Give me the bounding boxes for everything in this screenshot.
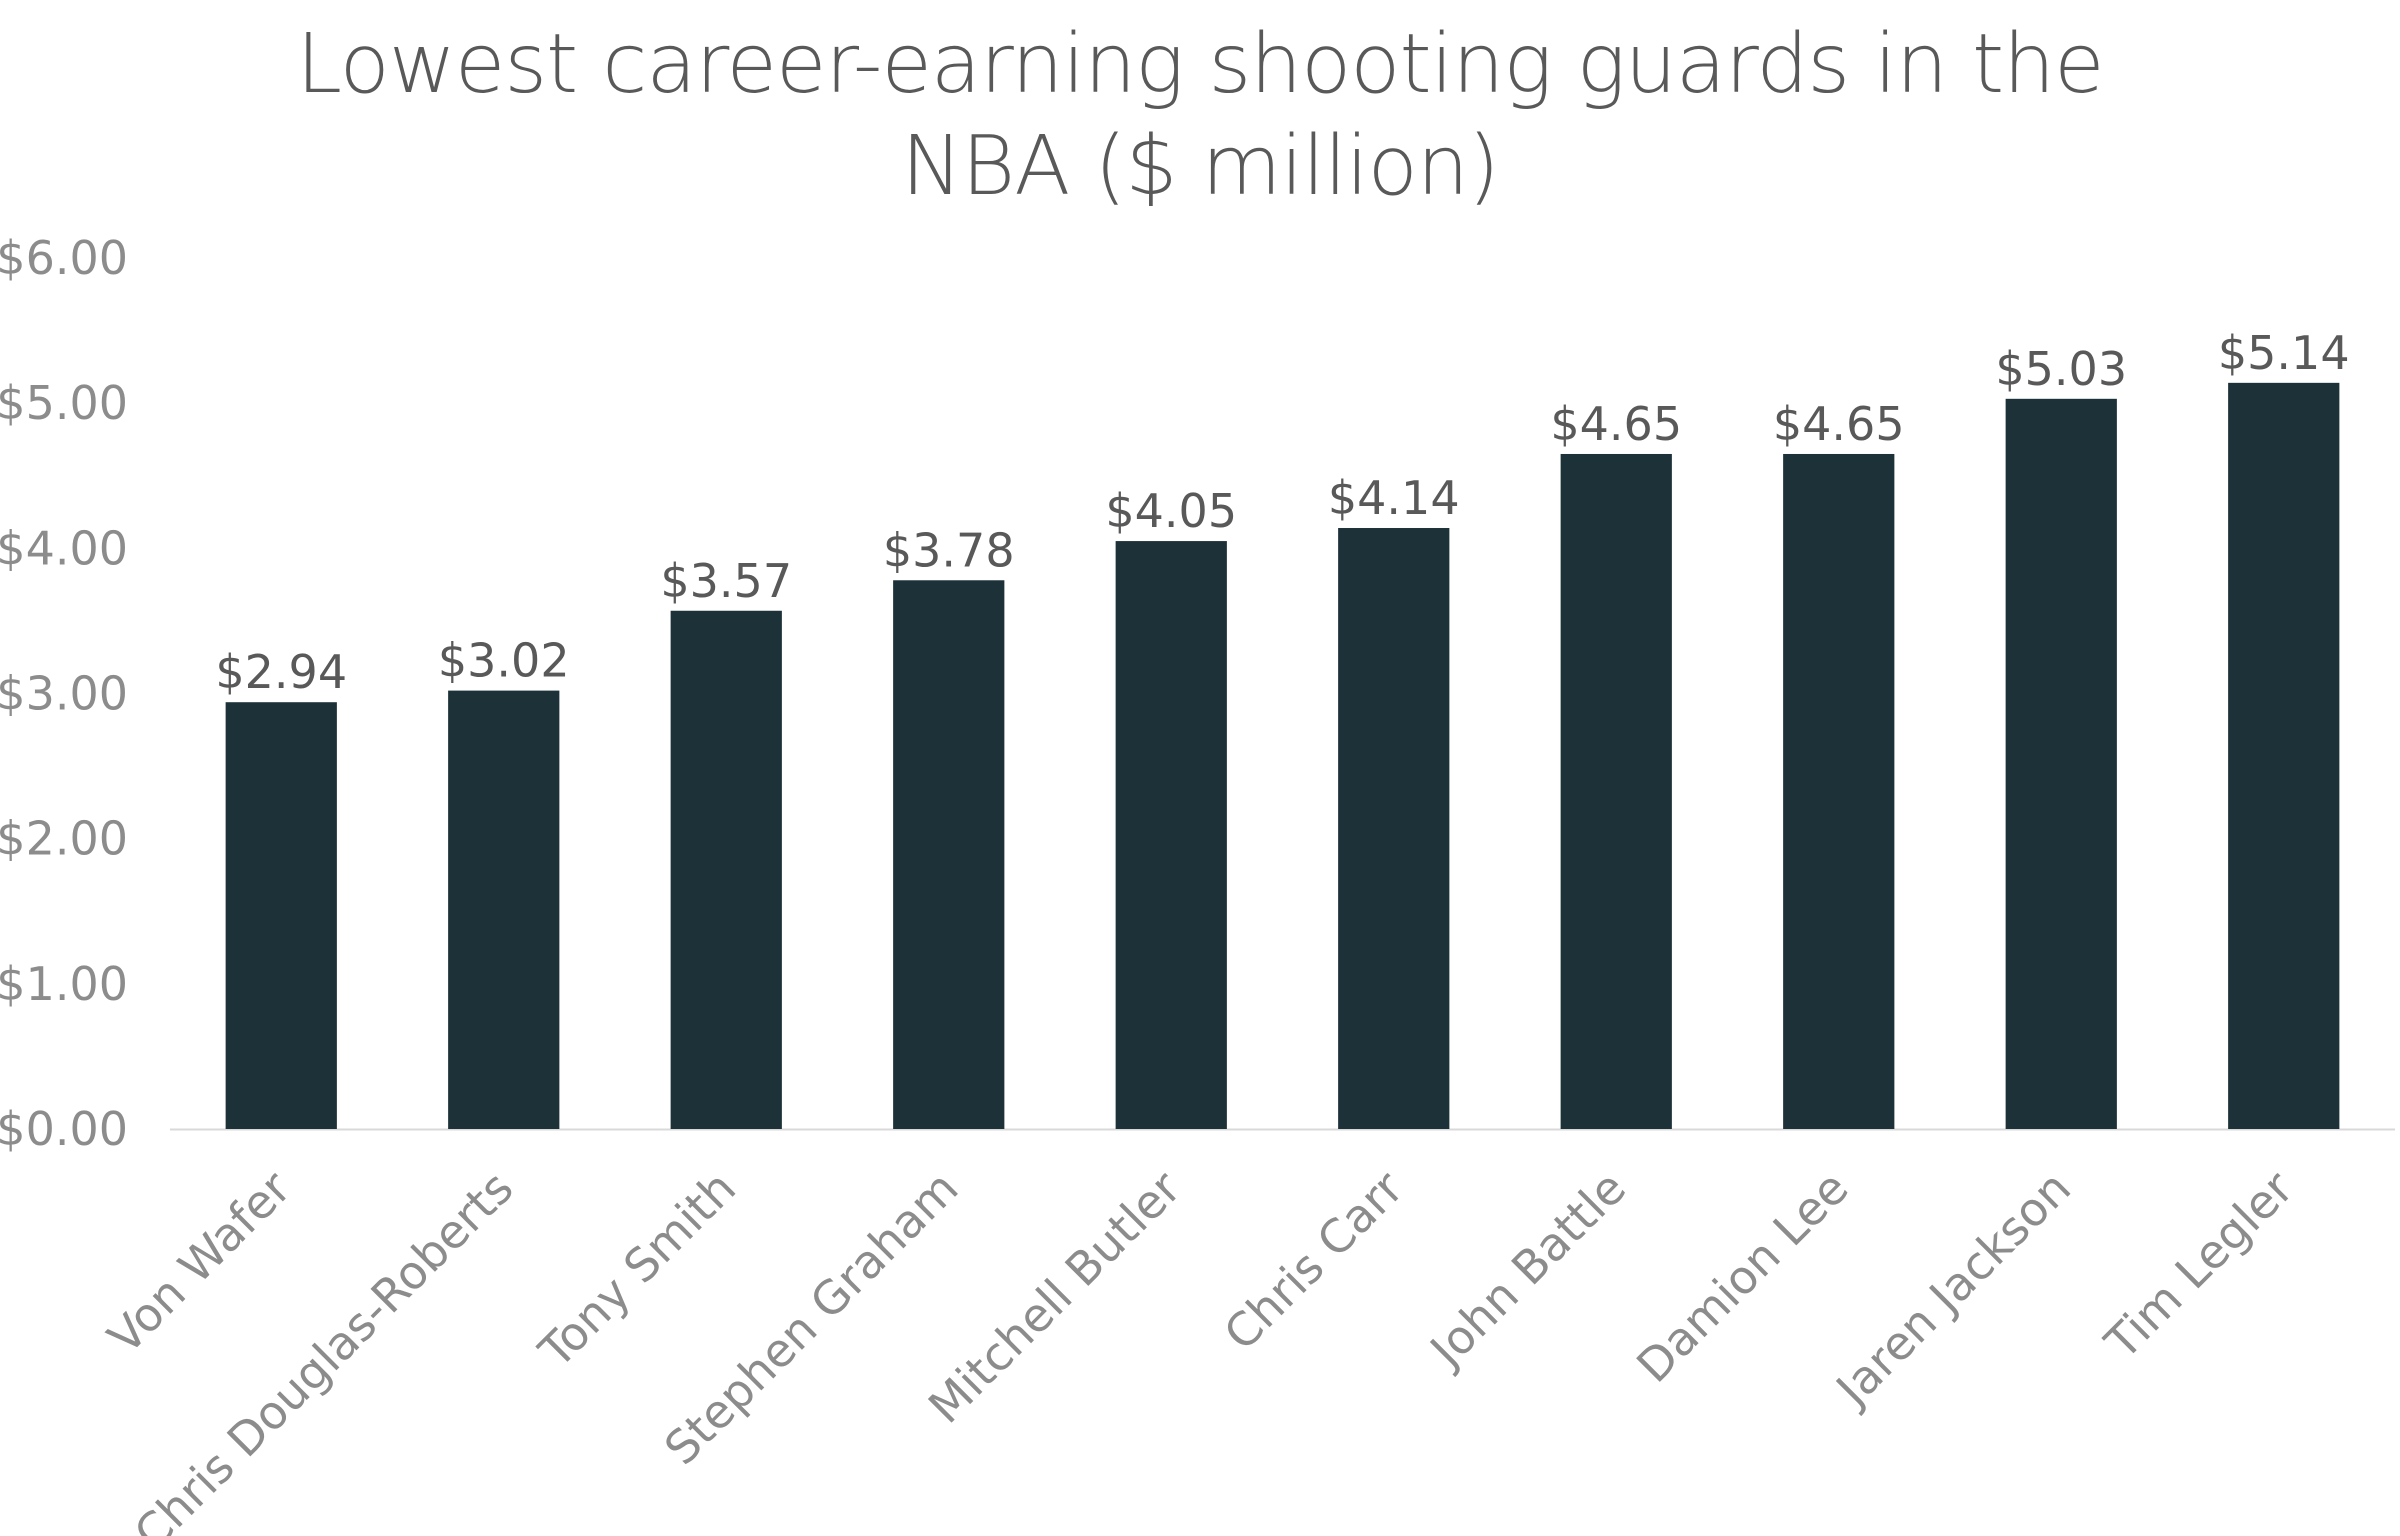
data-label: $4.65: [1550, 397, 1682, 451]
x-tick-label: Damion Lee: [1626, 1161, 1858, 1393]
y-tick-label: $4.00: [0, 521, 128, 575]
bar: [448, 690, 560, 1129]
x-tick-label: Tim Legler: [2094, 1161, 2304, 1371]
y-tick-label: $3.00: [0, 667, 128, 721]
y-tick-label: $1.00: [0, 957, 128, 1011]
bar: [670, 610, 782, 1129]
data-label: $5.03: [1995, 342, 2127, 396]
data-label: $4.65: [1773, 397, 1905, 451]
x-tick-label: Chris Douglas-Roberts: [124, 1161, 524, 1536]
bar: [893, 580, 1005, 1129]
bars: [225, 382, 2340, 1130]
bar: [1338, 528, 1450, 1129]
y-axis: $0.00 $1.00 $2.00 $3.00 $4.00 $5.00 $6.00: [0, 231, 128, 1156]
data-label: $3.57: [660, 554, 792, 608]
data-label: $4.14: [1328, 471, 1460, 525]
chart-title: Lowest career-earning shooting guards in…: [0, 14, 2400, 218]
chart-title-line-1: Lowest career-earning shooting guards in…: [296, 17, 2104, 112]
bar: [2228, 382, 2340, 1129]
data-labels: $2.94 $3.02 $3.57 $3.78 $4.05 $4.14 $4.65 $4.65…: [215, 326, 2349, 699]
bar: [1783, 453, 1895, 1130]
data-label: $3.78: [883, 523, 1015, 577]
x-tick-label: Jaren Jackson: [1824, 1161, 2081, 1418]
x-tick-label: Tony Smith: [528, 1161, 746, 1379]
data-label: $2.94: [215, 645, 347, 699]
y-tick-label: $2.00: [0, 812, 128, 866]
data-label: $3.02: [438, 634, 570, 688]
x-tick-label: Von Wafer: [97, 1161, 301, 1365]
bar: [1560, 453, 1672, 1130]
y-tick-label: $0.00: [0, 1102, 128, 1156]
bar: [2005, 398, 2117, 1130]
x-tick-label: John Battle: [1418, 1161, 1636, 1379]
bar: [225, 702, 337, 1129]
y-tick-label: $6.00: [0, 231, 128, 285]
x-tick-label: Chris Carr: [1213, 1161, 1413, 1361]
chart-title-line-2: NBA ($ million): [901, 119, 1500, 214]
data-label: $5.14: [2218, 326, 2350, 380]
bar: [1115, 541, 1227, 1129]
data-label: $4.05: [1105, 484, 1237, 538]
y-tick-label: $5.00: [0, 376, 128, 430]
